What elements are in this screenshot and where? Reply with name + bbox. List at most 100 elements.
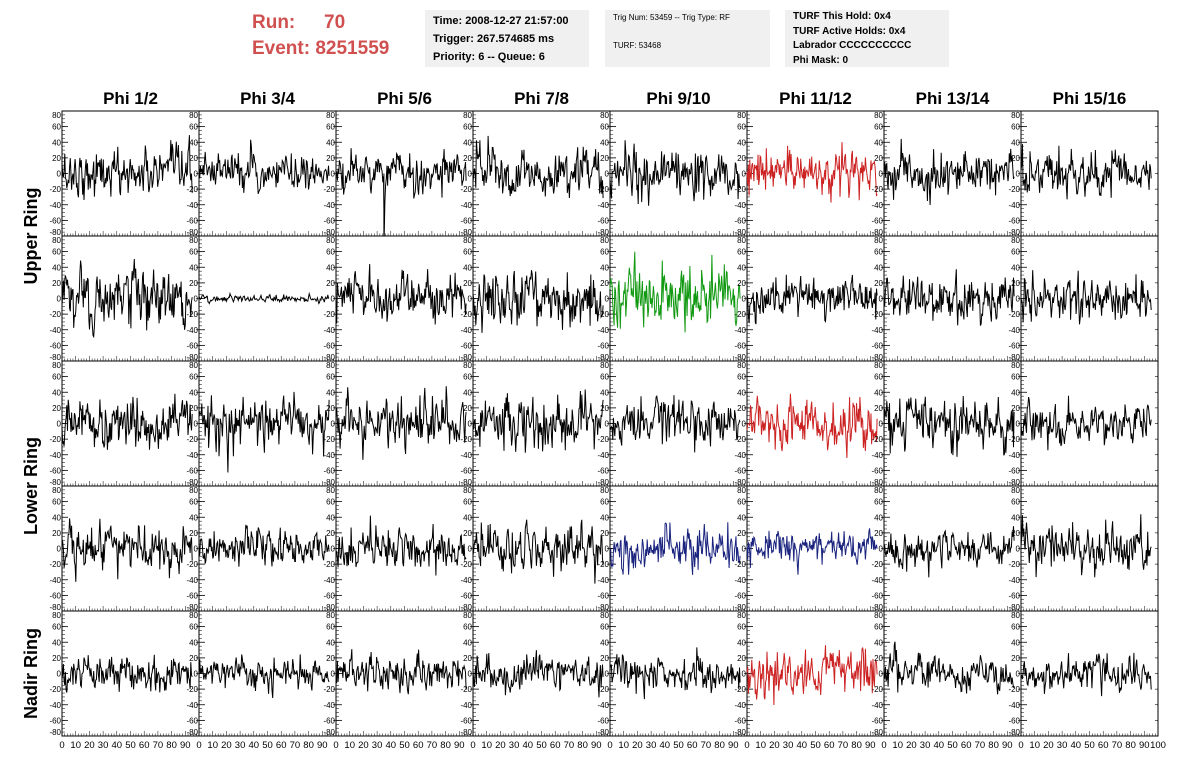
y-tick-label: 60 [189,373,198,382]
y-tick-label: 80 [600,611,609,620]
y-tick-label: 20 [463,529,472,538]
y-tick-label: -80 [871,353,883,362]
y-tick-label: 40 [874,138,883,147]
x-tick-label: 50 [262,740,273,751]
x-tick-label: 10 [618,740,629,751]
x-tick-label: 70 [975,740,986,751]
y-tick-label: -60 [186,716,198,725]
y-tick-label: -40 [186,326,198,335]
y-tick-label: 60 [189,623,198,632]
y-tick-label: -60 [871,591,883,600]
y-tick-label: -20 [871,310,883,319]
y-tick-label: 0 [605,295,610,304]
y-tick-label: 80 [189,486,198,495]
y-tick-label: -60 [49,466,61,475]
y-tick-label: 80 [326,111,335,120]
y-tick-label: -80 [460,478,472,487]
y-tick-label: 60 [326,373,335,382]
y-tick-label: 20 [463,279,472,288]
y-tick-label: -40 [734,576,746,585]
y-tick-label: 80 [737,236,746,245]
y-tick-label: -40 [460,451,472,460]
y-tick-label: 20 [737,279,746,288]
y-tick-label: 80 [737,486,746,495]
y-tick-label: 20 [52,529,61,538]
y-tick-label: 0 [331,420,336,429]
y-tick-label: 60 [326,623,335,632]
y-tick-label: -80 [597,353,609,362]
y-tick-label: 80 [463,361,472,370]
y-tick-label: 20 [1011,279,1020,288]
y-tick-label: -60 [734,341,746,350]
y-tick-label: -80 [734,228,746,237]
y-tick-label: 20 [326,279,335,288]
y-tick-label: -80 [1008,478,1020,487]
waveform-trace [472,135,604,199]
y-tick-label: -20 [1008,185,1020,194]
y-tick-label: -80 [1008,603,1020,612]
x-tick-label: 10 [1029,740,1040,751]
y-tick-label: 40 [52,138,61,147]
panel-frame [472,360,611,487]
y-tick-label: -60 [460,591,472,600]
y-tick-label: -40 [186,451,198,460]
column-title-2: Phi 3/4 [240,89,295,108]
x-tick-label: 0 [470,740,475,751]
x-tick-label: 80 [1125,740,1136,751]
x-tick-label: 70 [290,740,301,751]
x-tick-label: 0 [607,740,612,751]
y-tick-label: 80 [52,111,61,120]
y-tick-label: -40 [597,201,609,210]
y-tick-label: 60 [737,498,746,507]
y-tick-label: 20 [52,654,61,663]
run-label: Run: [252,12,296,33]
y-tick-label: 40 [189,513,198,522]
x-tick-label: 0 [881,740,886,751]
panel-frame [1020,485,1159,612]
y-tick-label: 40 [326,513,335,522]
y-tick-label: 0 [879,295,884,304]
y-tick-label: -40 [49,201,61,210]
y-tick-label: -20 [49,185,61,194]
y-tick-label: -60 [597,341,609,350]
trig-info-box: Trig Num: 53459 -- Trig Type: RF TURF: 5… [605,10,770,67]
x-tick-label: 30 [235,740,246,751]
waveform-trace [61,135,193,201]
y-tick-label: 0 [605,170,610,179]
waveform-trace [198,139,330,195]
y-tick-label: 20 [600,654,609,663]
waveform-trace [746,393,878,459]
y-tick-label: -40 [1008,451,1020,460]
y-tick-label: 20 [326,654,335,663]
y-tick-label: -80 [186,603,198,612]
y-tick-label: 40 [874,513,883,522]
y-tick-label: -20 [323,685,335,694]
y-tick-label: 0 [194,170,199,179]
y-tick-label: -40 [49,326,61,335]
y-tick-label: 20 [326,154,335,163]
y-tick-label: 40 [463,263,472,272]
y-tick-label: -20 [460,185,472,194]
x-tick-label: 100 [1150,740,1166,751]
y-tick-label: 20 [463,404,472,413]
y-tick-label: 0 [1016,670,1021,679]
y-tick-label: 40 [737,138,746,147]
waveform-trace [472,389,604,453]
y-tick-label: -20 [49,685,61,694]
y-tick-label: 40 [52,388,61,397]
y-tick-label: -60 [186,341,198,350]
y-tick-label: -80 [597,228,609,237]
y-tick-label: 60 [600,498,609,507]
y-tick-label: -40 [1008,576,1020,585]
y-tick-label: -80 [323,353,335,362]
column-title-1: Phi 1/2 [103,89,158,108]
y-tick-label: 60 [874,248,883,257]
x-tick-label: 50 [673,740,684,751]
y-tick-label: -20 [186,435,198,444]
y-tick-label: -60 [323,466,335,475]
waveform-trace [883,395,1015,457]
y-tick-label: 0 [605,545,610,554]
y-tick-label: -60 [871,716,883,725]
y-tick-label: -80 [186,478,198,487]
y-tick-label: 60 [1011,248,1020,257]
